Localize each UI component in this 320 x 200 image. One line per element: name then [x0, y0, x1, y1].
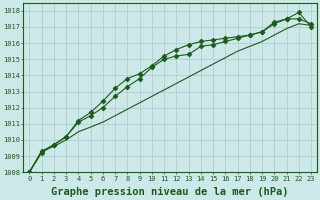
X-axis label: Graphe pression niveau de la mer (hPa): Graphe pression niveau de la mer (hPa): [52, 187, 289, 197]
